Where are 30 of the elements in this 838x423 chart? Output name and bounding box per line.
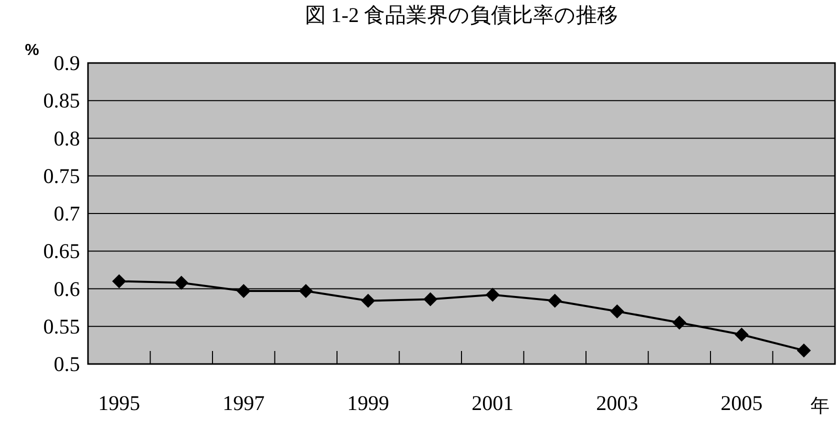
point [548,294,562,308]
y-tick-label: 0.55 [43,314,80,338]
point [298,284,313,298]
y-tick-label: 0.5 [54,352,80,376]
y-tick-label: 0.75 [43,164,80,188]
y-tick-label: 0.8 [54,126,80,150]
y-tick-label: 0.7 [54,202,80,226]
y-tick-label: 0.85 [43,88,80,113]
x-tick-label: 2001 [472,391,514,415]
x-tick-label: 1999 [347,391,390,415]
x-tick-label: 2003 [596,391,638,415]
point [236,284,251,298]
y-tick-label: 0.9 [54,51,80,75]
x-axis-title: 年 [810,396,830,417]
chart-title: 図 1-2 食品業界の負債比率の推移 [304,3,618,27]
point [361,294,376,308]
x-tick-label: 2005 [720,391,763,415]
point [672,316,686,330]
y-axis-title: % [24,42,40,59]
point [423,292,438,306]
y-tick-label: 0.6 [54,276,80,301]
point [174,276,188,290]
x-tick-label: 1997 [222,391,265,415]
point [486,288,500,302]
point [734,328,749,342]
point [112,274,126,288]
point [610,304,624,318]
y-tick-label: 0.65 [43,239,80,264]
x-tick-label: 1995 [98,391,140,415]
point [796,343,811,358]
